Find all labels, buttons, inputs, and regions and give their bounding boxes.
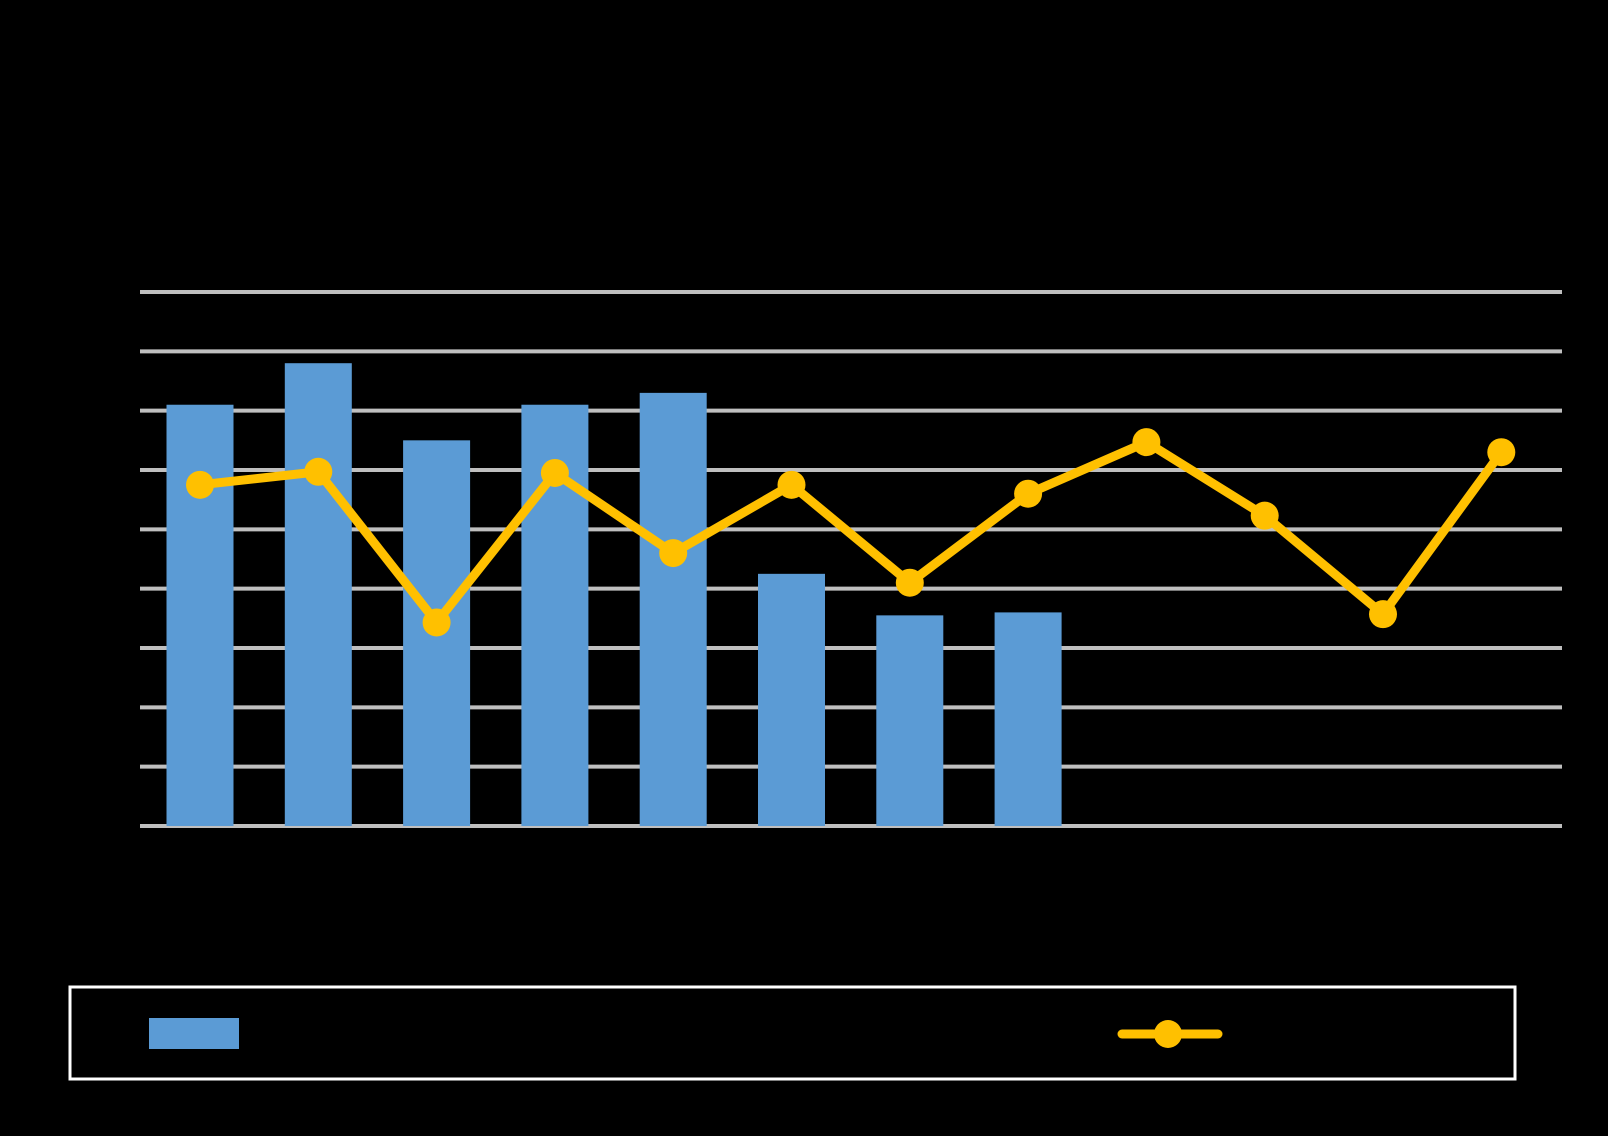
line-point bbox=[1014, 479, 1043, 508]
bar bbox=[876, 615, 944, 826]
legend-swatch-bar bbox=[149, 1018, 239, 1049]
line-point bbox=[186, 470, 214, 499]
gridlines bbox=[140, 290, 1562, 828]
series-line bbox=[199, 437, 1505, 627]
line-series bbox=[186, 428, 1516, 637]
line-point bbox=[422, 608, 451, 637]
line-point bbox=[1250, 501, 1279, 530]
line-point bbox=[1487, 438, 1516, 467]
line-point bbox=[895, 568, 924, 597]
line-point bbox=[304, 457, 333, 486]
bar bbox=[758, 573, 825, 826]
bar bbox=[639, 392, 707, 826]
legend bbox=[68, 985, 1517, 1081]
bar bbox=[994, 612, 1062, 826]
line-point bbox=[1369, 600, 1397, 629]
bar bbox=[166, 404, 234, 826]
bar-series bbox=[166, 363, 1062, 826]
legend-box bbox=[68, 985, 1517, 1081]
bar bbox=[284, 363, 352, 826]
line-point bbox=[540, 458, 569, 487]
line-point bbox=[659, 539, 688, 568]
line-point bbox=[777, 470, 806, 499]
legend-swatch-line-marker bbox=[1154, 1020, 1182, 1048]
line-point bbox=[1132, 428, 1161, 457]
